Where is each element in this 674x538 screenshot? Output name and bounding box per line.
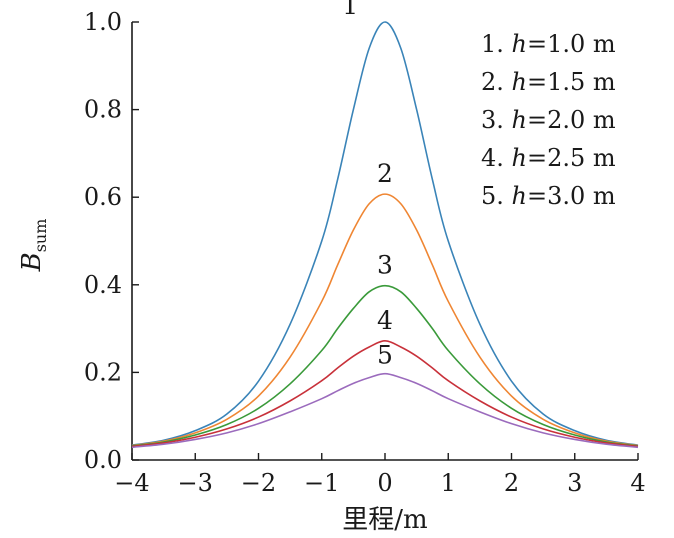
legend-entry-4: 4. h=2.5 m [481,144,616,172]
legend-variable: h [512,68,527,96]
x-tick-label: 1 [441,469,456,497]
x-tick-label: 3 [567,469,582,497]
curve-3 [131,284,639,447]
curves [131,21,639,449]
legend-prefix: 3. [481,106,512,134]
legend-value: =1.0 m [527,30,616,58]
legend-value: =2.0 m [527,106,616,134]
y-tick-label: 0.2 [84,358,122,386]
y-axis-title: Bsum [17,219,50,273]
legend-value: =1.5 m [527,68,616,96]
legend-prefix: 2. [481,68,512,96]
y-axis: 0.0 0.2 0.4 0.6 0.8 1.0 [84,8,139,474]
x-axis: −4 −3 −2 −1 0 1 2 3 4 [114,453,646,497]
x-tick-label: −1 [304,469,339,497]
y-tick-label: 1.0 [84,8,122,36]
y-tick-label: 0.6 [84,183,122,211]
x-tick-label: 4 [630,469,645,497]
legend: 1. h=1.0 m2. h=1.5 m3. h=2.0 m4. h=2.5 m… [481,30,616,210]
x-tick-label: −3 [178,469,213,497]
curve-5 [131,372,639,449]
y-tick-label: 0.4 [84,271,122,299]
legend-entry-2: 2. h=1.5 m [481,68,616,96]
legend-entry-3: 3. h=2.0 m [481,106,616,134]
curve-4 [131,340,639,448]
curve-label-1: 1 [342,0,358,20]
y-axis-title-sub: sum [31,219,50,253]
legend-prefix: 5. [481,182,512,210]
y-tick-label: 0.0 [84,446,122,474]
x-tick-label: −4 [114,469,149,497]
legend-variable: h [512,182,527,210]
legend-entry-5: 5. h=3.0 m [481,182,616,210]
y-tick-label: 0.8 [84,96,122,124]
legend-value: =3.0 m [527,182,616,210]
legend-variable: h [512,30,527,58]
y-axis-title-main: B [17,252,47,272]
legend-entry-1: 1. h=1.0 m [481,30,616,58]
legend-prefix: 1. [481,30,512,58]
curve-label-3: 3 [377,251,393,280]
curve-label-5: 5 [377,341,393,370]
x-tick-label: 0 [377,469,392,497]
curve-label-4: 4 [377,306,393,335]
curve-1 [131,21,639,446]
curve-2 [131,193,639,447]
legend-variable: h [512,144,527,172]
x-tick-label: 2 [504,469,519,497]
x-tick-label: −2 [241,469,276,497]
legend-variable: h [512,106,527,134]
curve-labels: 1 2 3 4 5 [342,0,393,370]
legend-value: =2.5 m [527,144,616,172]
x-axis-title: 里程/m [342,505,427,535]
curve-label-2: 2 [377,159,393,188]
legend-prefix: 4. [481,144,512,172]
